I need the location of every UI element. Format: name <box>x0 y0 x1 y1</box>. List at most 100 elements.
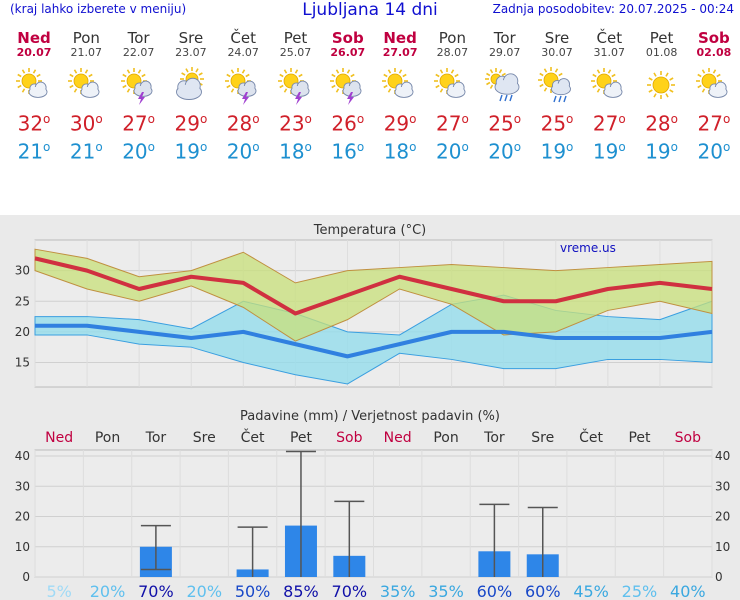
sun-ray <box>485 81 491 86</box>
day-label: Sob <box>336 430 362 446</box>
y-tick-label: 15 <box>15 356 30 370</box>
day-date: 24.07 <box>227 46 259 59</box>
cloud-fill <box>29 86 47 96</box>
sun-ray <box>195 68 199 73</box>
day-column: Pet 01.08 28o 19o <box>636 30 688 164</box>
sun-storm-icon <box>113 65 165 105</box>
degree-sign: o <box>409 140 417 154</box>
cloudy-sun-icon <box>165 65 217 105</box>
sun-ray <box>489 69 493 74</box>
y-tick-label-left: 20 <box>15 510 30 524</box>
cloud-fill <box>82 86 99 96</box>
temp-max: 28o <box>217 105 269 136</box>
day-date: 30.07 <box>541 46 573 59</box>
day-column: Pon 28.07 27o 20o <box>426 30 478 164</box>
day-date: 25.07 <box>279 46 312 59</box>
temp-max-value: 27 <box>592 111 619 136</box>
tmax-line <box>34 256 713 316</box>
precip-probability: 50% <box>235 582 271 600</box>
precip-probability: 35% <box>428 582 464 600</box>
temp-min-value: 21 <box>17 139 44 164</box>
temp-min: 19o <box>531 133 583 164</box>
weather-icon-svg <box>434 68 466 98</box>
day-label: Pon <box>95 430 120 446</box>
day-name: Tor <box>493 29 516 47</box>
sun-disc <box>652 76 669 94</box>
rain-drop <box>499 94 503 102</box>
degree-sign: o <box>43 140 51 154</box>
sun-ray <box>69 84 74 89</box>
y-tick-label: 30 <box>15 264 30 278</box>
cloud-shape <box>133 80 153 97</box>
weather-icon-svg <box>646 71 675 99</box>
weather-icon-svg <box>120 68 153 105</box>
sun-ray <box>554 68 559 73</box>
cloud-shape <box>237 80 257 97</box>
temp-min: 18o <box>374 133 426 164</box>
temp-max: 26o <box>322 105 374 136</box>
precip-probability: 60% <box>525 582 561 600</box>
precip-probability: 20% <box>90 582 126 600</box>
temp-max: 27o <box>688 105 740 136</box>
day-label: Sob <box>675 430 701 446</box>
rain-drop <box>504 94 508 102</box>
sun-ray <box>608 69 612 74</box>
y-tick-label-right: 30 <box>715 479 730 493</box>
sun-cloud-icon <box>583 65 635 105</box>
temp-min-value: 19 <box>645 139 671 164</box>
degree-sign: o <box>670 112 678 126</box>
sun-ray <box>716 73 721 78</box>
temp-max-value: 28 <box>226 111 253 136</box>
sun-ray <box>121 73 127 78</box>
cloud-shape <box>28 81 48 98</box>
header: (kraj lahko izberete v meniju) Ljubljana… <box>0 0 740 22</box>
sun-ray <box>440 88 444 93</box>
temp-min-value: 18 <box>383 139 410 164</box>
sun-ray <box>346 69 350 74</box>
day-label: Sre <box>531 430 554 446</box>
y-tick-label-right: 20 <box>715 510 730 524</box>
sun-ray <box>32 69 37 74</box>
temp-min-value: 19 <box>592 139 619 164</box>
day-name: Sre <box>544 29 570 47</box>
day-label: Ned <box>45 430 73 446</box>
weather-icon-svg <box>591 68 623 98</box>
sun-ray <box>185 68 189 73</box>
day-date: 21.07 <box>70 46 103 59</box>
degree-sign: o <box>461 140 469 154</box>
sun-ray <box>435 73 440 78</box>
temp-max-value: 25 <box>488 111 514 136</box>
sun-ray <box>664 72 669 77</box>
degree-sign: o <box>147 112 155 126</box>
degree-sign: o <box>356 140 365 154</box>
sun-ray <box>539 72 544 77</box>
sun-ray <box>539 83 544 88</box>
lightning-shape <box>294 92 302 105</box>
sun-ray <box>335 69 339 74</box>
temp-max-value: 27 <box>435 111 462 136</box>
degree-sign: o <box>304 112 312 126</box>
precipitation-chart: Padavine (mm) / Verjetnost padavin (%) Ne… <box>15 409 731 600</box>
precip-probability: 35% <box>380 582 416 600</box>
day-name: Sob <box>331 29 364 47</box>
sun-ray <box>335 88 339 93</box>
weather-icon-svg <box>329 68 362 105</box>
temp-max: 28o <box>636 105 688 136</box>
day-column: Sre 23.07 29o 19o <box>165 30 217 164</box>
day-column: Sob 26.07 26o 16o <box>322 29 374 164</box>
sun-ray <box>297 73 303 78</box>
day-name: Pet <box>283 29 308 47</box>
sun-shape <box>329 68 356 94</box>
degree-sign: o <box>409 112 417 126</box>
rain-drop <box>558 95 562 103</box>
degree-sign: o <box>252 140 260 154</box>
temperature-chart: 15 20 25 30 Temperatura (°C) vreme.us <box>15 223 713 388</box>
sun-ray <box>387 88 392 93</box>
sun-ray <box>241 69 246 74</box>
sun-ray <box>74 69 78 74</box>
sun-storm-icon <box>322 65 374 105</box>
day-date: 28.07 <box>436 46 469 59</box>
degree-sign: o <box>252 112 260 126</box>
sun-ray <box>648 89 653 93</box>
temp-min: 20o <box>113 133 165 164</box>
